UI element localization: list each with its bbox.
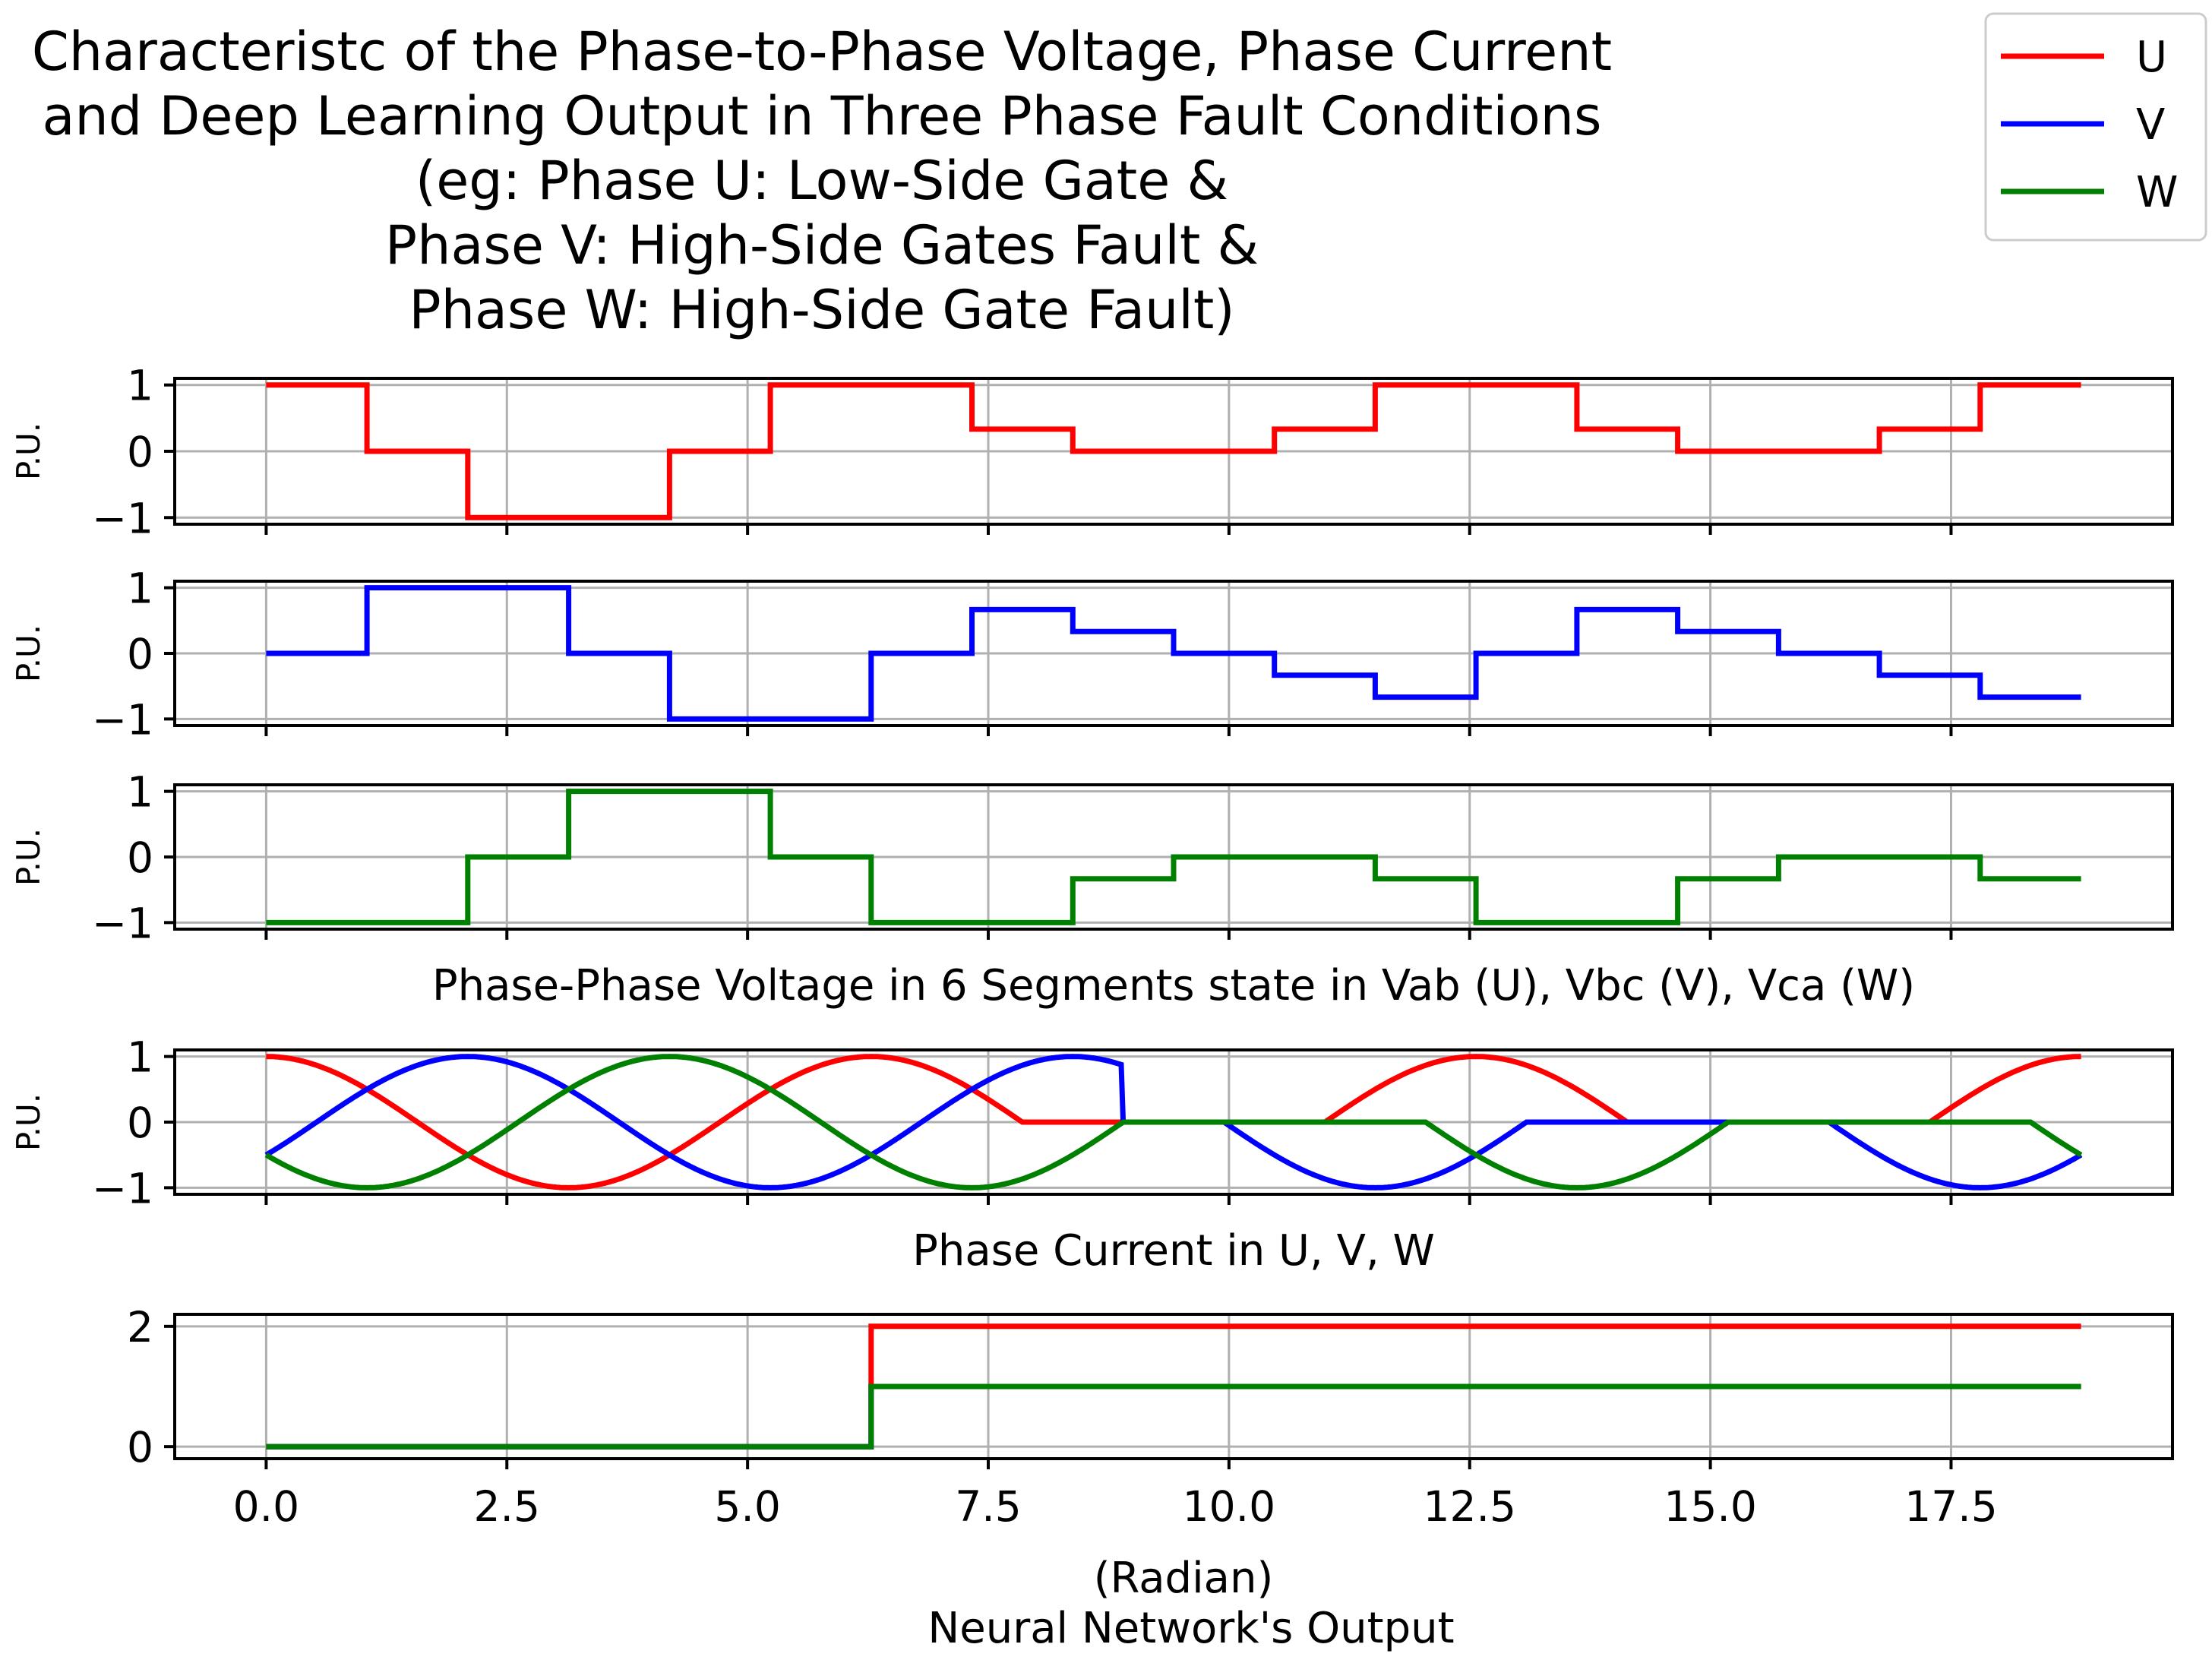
x-tick-label-7: 17.5 bbox=[1904, 1482, 1997, 1531]
title-line-2: and Deep Learning Output in Three Phase … bbox=[42, 85, 1601, 147]
x-tick-label-4: 10.0 bbox=[1183, 1482, 1275, 1531]
y-tick-label-v-segments-0: 1 bbox=[127, 564, 153, 613]
series-phase-voltage-w bbox=[264, 1054, 2083, 1190]
panel-phase-current: Phase Current in U, V, W 2 0 bbox=[127, 1226, 2174, 1472]
title-line-4: Phase V: High-Side Gates Fault & bbox=[385, 214, 1259, 277]
series-w-segments-w bbox=[266, 789, 2081, 925]
series-phase-current-v bbox=[266, 1383, 2081, 1450]
x-tick-label-0: 0.0 bbox=[233, 1482, 299, 1531]
x-tick-label-1: 2.5 bbox=[474, 1482, 540, 1531]
x-tick-label-3: 7.5 bbox=[955, 1482, 1021, 1531]
y-tick-label-u-segments-0: 1 bbox=[127, 362, 153, 410]
y-tick-label-u-segments-2: −1 bbox=[92, 494, 153, 542]
y-tick-label-w-segments-2: −1 bbox=[92, 899, 153, 947]
legend-label-v: V bbox=[2136, 100, 2165, 150]
title-line-1: Characteristc of the Phase-to-Phase Volt… bbox=[32, 21, 1612, 83]
legend-label-u: U bbox=[2136, 33, 2167, 82]
y-axis-label-u-segments: P.U. bbox=[10, 422, 47, 480]
y-tick-label-phase-current-0: 2 bbox=[127, 1303, 153, 1352]
series-v-segments-v bbox=[266, 585, 2081, 722]
y-tick-label-w-segments-0: 1 bbox=[127, 768, 153, 817]
legend-label-w: W bbox=[2136, 168, 2178, 217]
panel-phase-voltage: Phase-Phase Voltage in 6 Segments state … bbox=[10, 961, 2174, 1213]
series-u-segments-u bbox=[266, 382, 2081, 520]
chart-panels: 1 0 −1 P.U. 1 0 −1 P.U. 1 0 −1 P.U. Phase-Phase Volt… bbox=[10, 362, 2174, 1472]
panel-title-phase-voltage: Phase-Phase Voltage in 6 Segments state … bbox=[432, 961, 1915, 1010]
y-tick-label-w-segments-1: 0 bbox=[127, 833, 153, 882]
figure-footer: Neural Network's Output bbox=[927, 1604, 1454, 1653]
y-tick-label-v-segments-2: −1 bbox=[92, 695, 153, 744]
figure-title: Characteristc of the Phase-to-Phase Volt… bbox=[32, 21, 1612, 341]
y-axis-label-v-segments: P.U. bbox=[10, 624, 47, 682]
y-tick-label-phase-voltage-2: −1 bbox=[92, 1164, 153, 1213]
x-tick-label-5: 12.5 bbox=[1424, 1482, 1516, 1531]
y-tick-label-v-segments-1: 0 bbox=[127, 630, 153, 678]
x-axis-label: (Radian) bbox=[1094, 1554, 1274, 1603]
panel-w-segments: 1 0 −1 P.U. bbox=[10, 768, 2174, 947]
y-tick-label-phase-current-1: 0 bbox=[127, 1423, 153, 1472]
series-phase-current-w bbox=[266, 1383, 2081, 1450]
x-tick-label-2: 5.0 bbox=[714, 1482, 780, 1531]
panel-u-segments: 1 0 −1 P.U. bbox=[10, 362, 2174, 542]
title-line-5: Phase W: High-Side Gate Fault) bbox=[409, 279, 1234, 341]
panel-frame-phase-current bbox=[173, 1313, 2174, 1460]
y-axis-label-phase-voltage: P.U. bbox=[10, 1093, 47, 1151]
y-tick-label-phase-voltage-1: 0 bbox=[127, 1099, 153, 1147]
y-tick-label-phase-voltage-0: 1 bbox=[127, 1033, 153, 1082]
y-axis-label-w-segments: P.U. bbox=[10, 828, 47, 886]
x-tick-label-6: 15.0 bbox=[1664, 1482, 1756, 1531]
legend: U V W bbox=[1984, 12, 2207, 242]
panel-title-phase-current: Phase Current in U, V, W bbox=[912, 1226, 1435, 1276]
title-line-3: (eg: Phase U: Low-Side Gate & bbox=[416, 150, 1228, 212]
panel-v-segments: 1 0 −1 P.U. bbox=[10, 564, 2174, 744]
legend-frame bbox=[1984, 12, 2207, 242]
y-tick-label-u-segments-1: 0 bbox=[127, 428, 153, 476]
x-axis-labels: 0.0 2.5 5.0 7.5 10.0 12.5 15.0 17.5 bbox=[233, 1482, 1998, 1531]
